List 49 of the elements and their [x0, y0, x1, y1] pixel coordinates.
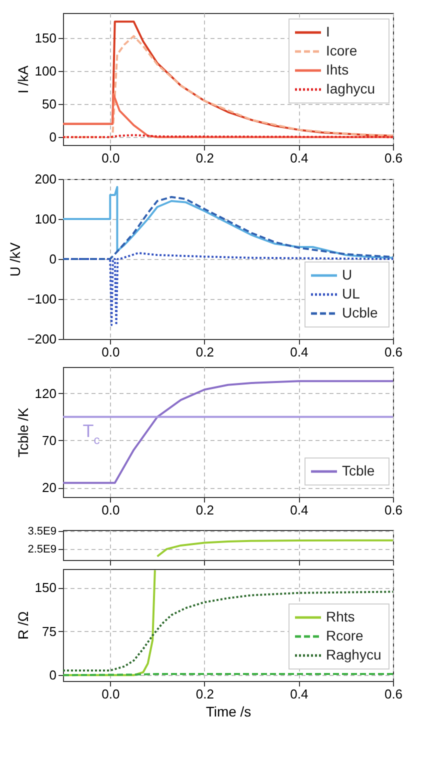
x-tick-label: 0.6: [384, 150, 403, 166]
y-tick-label: 20: [42, 480, 56, 496]
legend-label: Icore: [326, 42, 358, 58]
y-tick-label: 120: [34, 386, 56, 401]
y-tick-label: 3.5E9: [28, 525, 56, 538]
y-axis-title: I /kA: [14, 64, 31, 94]
y-axis-title: U /kV: [7, 242, 24, 277]
y-tick-label: 100: [34, 64, 56, 79]
x-tick-label: 0.0: [102, 344, 120, 360]
y-tick-label: 150: [34, 30, 56, 46]
legend-label: Tcble: [342, 462, 375, 478]
x-axis-title: Time /s: [206, 704, 252, 720]
x-tick-label: 0.2: [196, 150, 214, 166]
x-tick-label: 0.6: [384, 686, 403, 702]
x-tick-label: 0.4: [290, 686, 308, 702]
legend-label: UL: [342, 286, 360, 302]
legend-label: Iaghycu: [326, 80, 376, 96]
y-tick-label: 0: [49, 668, 56, 683]
x-tick-label: 0.6: [384, 344, 403, 360]
y-tick-label: 2.5E9: [28, 544, 56, 556]
y-tick-label: 200: [34, 172, 56, 186]
x-tick-label: 0.2: [196, 686, 214, 702]
x-tick-label: 0.0: [102, 502, 120, 518]
y-tick-label: 0: [49, 130, 56, 145]
x-tick-label: 0.4: [290, 150, 308, 166]
legend-label: Rhts: [326, 608, 355, 624]
y-tick-label: −200: [27, 332, 56, 346]
x-tick-label: 0.2: [196, 502, 214, 518]
y-tick-label: 0: [49, 252, 56, 266]
legend-label: U: [342, 266, 352, 282]
y-tick-label: −100: [27, 292, 56, 306]
y-tick-label: 70: [42, 432, 56, 448]
legend-label: Ucble: [342, 304, 378, 320]
y-tick-label: 100: [34, 212, 56, 226]
legend-label: Raghycu: [326, 646, 382, 662]
x-tick-label: 0.6: [384, 502, 403, 518]
x-tick-label: 0.0: [102, 686, 120, 702]
x-tick-label: 0.0: [102, 150, 120, 166]
legend-label: Rcore: [326, 628, 364, 644]
y-axis-title: R /Ω: [14, 611, 31, 640]
x-tick-label: 0.2: [196, 344, 214, 360]
x-tick-label: 0.4: [290, 502, 308, 518]
y-tick-label: 50: [42, 96, 56, 112]
legend-label: Ihts: [326, 62, 349, 78]
x-tick-label: 0.4: [290, 344, 308, 360]
y-tick-label: 150: [34, 580, 56, 596]
y-axis-title: Tcble /K: [14, 406, 31, 458]
legend-label: I: [326, 24, 330, 40]
y-tick-label: 75: [42, 624, 56, 639]
